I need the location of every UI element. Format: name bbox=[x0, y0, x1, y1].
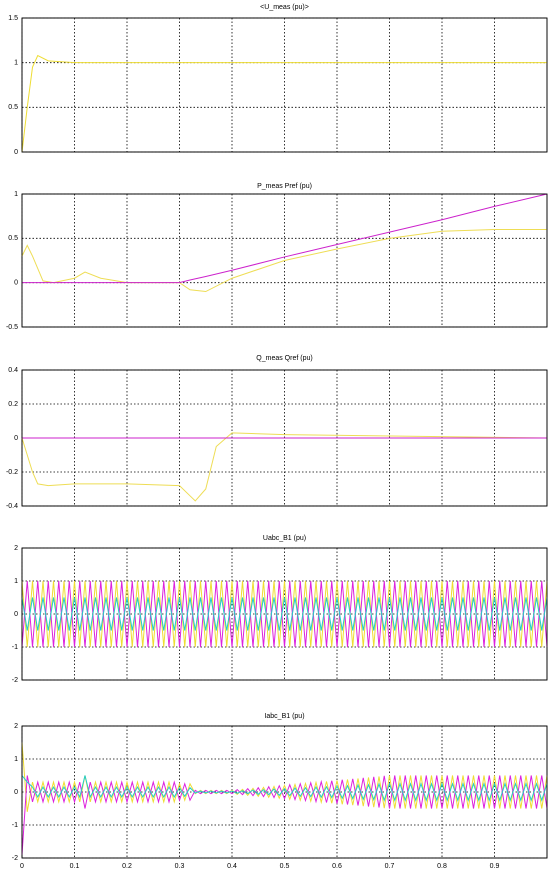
y-tick-label: 0 bbox=[14, 149, 18, 156]
x-tick-label: 0.4 bbox=[227, 863, 237, 870]
plot-frame bbox=[21, 193, 548, 328]
series-line bbox=[21, 775, 548, 802]
y-tick-label: 0 bbox=[14, 611, 18, 618]
y-tick-label: 0 bbox=[14, 280, 18, 287]
y-tick-label: -0.2 bbox=[6, 469, 18, 476]
x-tick-label: 0.2 bbox=[122, 863, 132, 870]
y-tick-label: 0 bbox=[14, 435, 18, 442]
series-line bbox=[21, 742, 548, 812]
series-line bbox=[21, 775, 548, 855]
y-tick-label: 2 bbox=[14, 723, 18, 730]
y-tick-label: -1 bbox=[12, 644, 18, 651]
y-tick-label: 1 bbox=[14, 578, 18, 585]
plot-frame bbox=[21, 369, 548, 507]
plot-frame bbox=[21, 725, 548, 859]
y-tick-label: 0.5 bbox=[8, 104, 18, 111]
x-tick-label: 0.9 bbox=[490, 863, 500, 870]
y-tick-label: 0.5 bbox=[8, 235, 18, 242]
series-line bbox=[21, 580, 548, 648]
y-tick-label: -0.5 bbox=[6, 324, 18, 331]
x-tick-label: 0.3 bbox=[175, 863, 185, 870]
plot-frame bbox=[21, 547, 548, 681]
plot-title: Uabc_B1 (pu) bbox=[263, 535, 306, 542]
y-tick-label: 0.4 bbox=[8, 367, 18, 374]
plot-title: <U_meas (pu)> bbox=[260, 4, 309, 11]
x-tick-label: 0.6 bbox=[332, 863, 342, 870]
y-tick-label: -2 bbox=[12, 677, 18, 684]
y-tick-label: 1.5 bbox=[8, 15, 18, 22]
y-tick-label: -1 bbox=[12, 822, 18, 829]
x-tick-label: 0.8 bbox=[437, 863, 447, 870]
x-tick-label: 0 bbox=[20, 863, 24, 870]
plot-title: Iabc_B1 (pu) bbox=[264, 713, 304, 720]
x-tick-label: 0.7 bbox=[385, 863, 395, 870]
x-tick-label: 0.1 bbox=[70, 863, 80, 870]
series-line bbox=[21, 432, 548, 502]
y-tick-label: -2 bbox=[12, 855, 18, 862]
series-line bbox=[21, 580, 548, 648]
plot-title: P_meas Pref (pu) bbox=[257, 183, 312, 190]
series-line bbox=[21, 54, 547, 153]
plot-frame bbox=[21, 17, 548, 153]
y-tick-label: 1 bbox=[14, 191, 18, 198]
y-tick-label: 2 bbox=[14, 545, 18, 552]
plot-title: Q_meas Qref (pu) bbox=[256, 355, 312, 362]
x-tick-label: 0.5 bbox=[280, 863, 290, 870]
series-line bbox=[21, 597, 548, 631]
y-tick-label: 0 bbox=[14, 789, 18, 796]
y-tick-label: 1 bbox=[14, 756, 18, 763]
series-line bbox=[22, 193, 548, 284]
y-tick-label: -0.4 bbox=[6, 503, 18, 510]
y-tick-label: 0.2 bbox=[8, 401, 18, 408]
y-tick-label: 1 bbox=[14, 60, 18, 67]
